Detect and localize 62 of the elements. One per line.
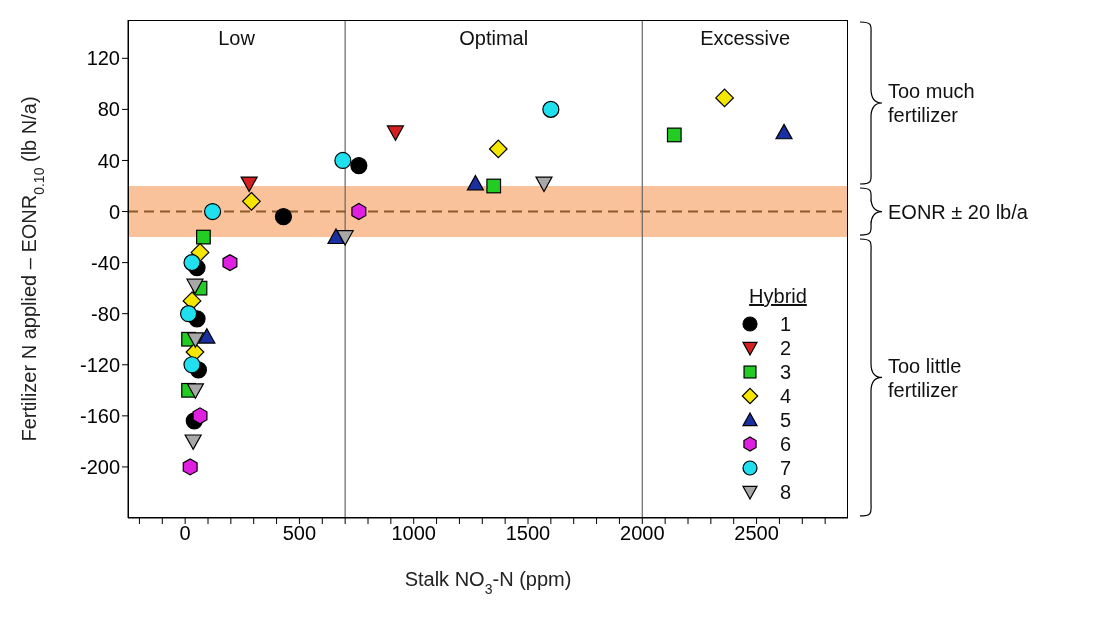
- point: [775, 123, 793, 140]
- point: [186, 332, 205, 348]
- y-tick-label: 120: [86, 47, 120, 70]
- point: [350, 156, 368, 175]
- y-tick-label: 40: [97, 149, 120, 172]
- legend-label: 6: [780, 432, 792, 456]
- y-tick-label: -200: [79, 456, 120, 479]
- point: [336, 230, 354, 246]
- point: [190, 243, 210, 262]
- annotation: Low: [217, 26, 256, 50]
- point: [198, 328, 216, 344]
- point: [179, 305, 198, 323]
- x-tick-label: 500: [282, 522, 317, 545]
- text: Too little fertilizer: [888, 353, 963, 402]
- point: [182, 458, 198, 476]
- point: [240, 176, 258, 193]
- point: [196, 229, 211, 245]
- y-tick-label: -160: [79, 404, 120, 427]
- point: [222, 254, 238, 272]
- point: [184, 434, 202, 450]
- legend-label: 1: [780, 312, 792, 336]
- legend-label: 5: [780, 408, 792, 432]
- point: [183, 254, 201, 272]
- annotation: Excessive: [699, 26, 792, 50]
- point: [183, 356, 201, 374]
- point: [186, 383, 205, 399]
- annotation: Optimal: [458, 26, 530, 50]
- point: [466, 174, 485, 191]
- legend-label: 7: [780, 456, 792, 480]
- x-tick-label: 2000: [620, 522, 665, 545]
- point: [192, 407, 208, 425]
- point: [186, 278, 204, 295]
- text: Too much fertilizer: [888, 79, 976, 127]
- point: [488, 139, 508, 159]
- point: [666, 127, 682, 143]
- point: [242, 191, 261, 211]
- point: [274, 208, 293, 226]
- y-tick-label: 80: [97, 98, 120, 121]
- point: [327, 228, 345, 245]
- y-tick-label: 0: [108, 200, 120, 223]
- point: [486, 178, 502, 194]
- point: [715, 88, 734, 108]
- x-axis-title: Stalk NO$_{3}$-N (ppm): [404, 568, 572, 597]
- point: [386, 125, 405, 141]
- point: [203, 202, 222, 221]
- x-tick-label: 1500: [505, 522, 551, 545]
- x-tick-label: 0: [179, 522, 191, 545]
- point: [334, 151, 352, 170]
- x-tick-label: 1000: [391, 522, 436, 545]
- legend-label: 8: [780, 480, 792, 504]
- point: [535, 176, 553, 193]
- y-tick-label: -80: [91, 302, 120, 325]
- legend-label: 3: [780, 360, 792, 384]
- legend-label: 2: [780, 336, 792, 360]
- y-tick-label: -120: [79, 353, 120, 376]
- y-tick-label: -40: [91, 251, 120, 274]
- legend-title: Hybrid: [748, 285, 808, 308]
- text: EONR ± 20 lb/a: [888, 199, 1028, 224]
- point: [351, 202, 367, 221]
- legend-label: 4: [780, 384, 792, 408]
- point: [542, 100, 560, 118]
- x-tick-label: 2500: [734, 522, 779, 545]
